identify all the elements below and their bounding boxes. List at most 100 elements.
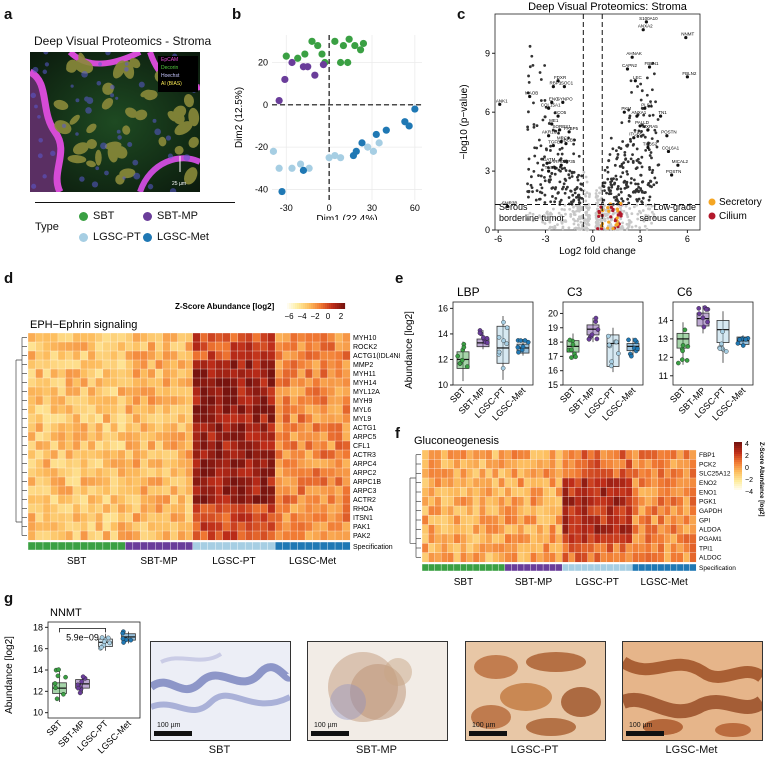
volcano-point — [587, 215, 590, 219]
heatmap-cell — [80, 458, 89, 469]
heatmap-cell — [517, 505, 525, 516]
heatmap-cell — [312, 404, 321, 415]
volcano-title: Deep Visual Proteomics: Stroma — [528, 1, 688, 13]
boxplot-e-c3-point — [586, 336, 592, 342]
heatmap-cell — [670, 515, 678, 526]
heatmap-cell — [117, 494, 126, 505]
heatmap-cell — [334, 467, 343, 478]
volcano-point — [627, 119, 631, 123]
heatmap-cell — [651, 505, 659, 516]
heatmap-eph-colorbar-step — [341, 303, 344, 309]
heatmap-cell — [498, 505, 506, 516]
heatmap-cell — [162, 332, 171, 343]
volcano-point-label: COL15A1 — [541, 102, 561, 107]
heatmap-gluco-colorbar-step — [734, 450, 742, 453]
heatmap-row-label: ALDOC — [699, 555, 722, 562]
heatmap-cell — [110, 440, 119, 451]
heatmap-cell — [472, 468, 480, 479]
volcano-right-annotation-line2: serous cancer — [639, 213, 696, 223]
heatmap-cell — [177, 332, 186, 343]
volcano-point — [627, 218, 631, 222]
volcano-point — [584, 227, 588, 231]
pca-point — [325, 154, 333, 162]
heatmap-cell — [600, 496, 608, 507]
heatmap-cell — [237, 413, 246, 424]
heatmap-cell — [676, 468, 684, 479]
heatmap-cell — [613, 487, 620, 498]
heatmap-cell — [479, 552, 487, 563]
volcano-point — [548, 161, 552, 165]
heatmap-cell — [177, 440, 186, 451]
volcano-point — [579, 187, 582, 191]
heatmap-cell — [125, 440, 134, 451]
heatmap-cell — [274, 404, 283, 415]
heatmap-cell — [252, 359, 261, 370]
heatmap-cell — [447, 449, 455, 460]
heatmap-cell — [282, 350, 291, 361]
heatmap-cell — [342, 449, 351, 460]
volcano-labeled-point — [550, 100, 554, 104]
heatmap-cell — [95, 413, 104, 424]
heatmap-cell — [155, 521, 164, 532]
heatmap-cell — [170, 476, 179, 487]
heatmap-cell — [185, 404, 194, 415]
heatmap-cell — [110, 350, 119, 361]
heatmap-cell — [428, 487, 436, 498]
heatmap-cell — [185, 458, 194, 469]
volcano-point — [653, 204, 657, 208]
heatmap-cell — [504, 449, 512, 460]
heatmap-cell — [312, 413, 321, 424]
volcano-point — [616, 185, 620, 188]
heatmap-cell — [297, 476, 306, 487]
heatmap-row-label: MYH11 — [353, 371, 376, 378]
volcano-point — [612, 177, 615, 181]
heatmap-cell — [27, 449, 36, 460]
heatmap-cell — [530, 533, 538, 544]
volcano-labeled-point — [684, 35, 688, 40]
volcano-point-highlight — [619, 212, 623, 216]
volcano-point — [567, 136, 570, 140]
heatmap-cell — [491, 524, 499, 535]
boxplot-e-lbp-ytick-label: 16 — [438, 303, 448, 313]
heatmap-cell — [170, 395, 179, 406]
heatmap-cell — [327, 332, 336, 343]
volcano-labeled-point — [633, 79, 637, 83]
heatmap-cell — [304, 368, 313, 379]
heatmap-cell — [312, 503, 321, 514]
heatmap-cell — [334, 368, 343, 379]
boxplot-nnmt-ytick-label: 14 — [33, 665, 43, 675]
heatmap-cell — [581, 496, 589, 507]
volcano-point — [553, 111, 557, 115]
heatmap-cell — [549, 524, 557, 535]
heatmap-cell — [215, 449, 224, 460]
heatmap-cell — [177, 368, 186, 379]
heatmap-cell — [289, 521, 298, 532]
boxplot-nnmt-point — [121, 640, 126, 645]
heatmap-cell — [581, 505, 589, 516]
volcano-point — [641, 133, 645, 137]
heatmap-eph-colorbar-step — [299, 303, 302, 309]
heatmap-cell — [95, 368, 104, 379]
boxplot-e-c6-point — [720, 329, 725, 334]
heatmap-cell — [460, 515, 467, 526]
heatmap-cell — [72, 332, 81, 343]
volcano-labeled-point — [550, 122, 554, 126]
heatmap-cell — [282, 467, 291, 478]
pca-point — [336, 154, 345, 162]
heatmap-cell — [600, 515, 608, 526]
volcano-point — [540, 168, 544, 172]
heatmap-cell — [42, 395, 51, 406]
boxplot-e-c6-point — [740, 343, 746, 348]
heatmap-cell — [504, 468, 512, 479]
heatmap-cell — [289, 359, 298, 370]
heatmap-cell — [549, 459, 557, 470]
volcano-point — [639, 211, 643, 215]
boxplot-e-c6-point — [682, 327, 688, 333]
heatmap-cell — [245, 368, 254, 379]
heatmap-cell — [259, 332, 268, 343]
heatmap-cell — [504, 524, 512, 535]
heatmap-cell — [485, 505, 493, 516]
heatmap-cell — [177, 521, 186, 532]
heatmap-cell — [327, 476, 336, 487]
heatmap-spec-cell — [504, 563, 512, 572]
